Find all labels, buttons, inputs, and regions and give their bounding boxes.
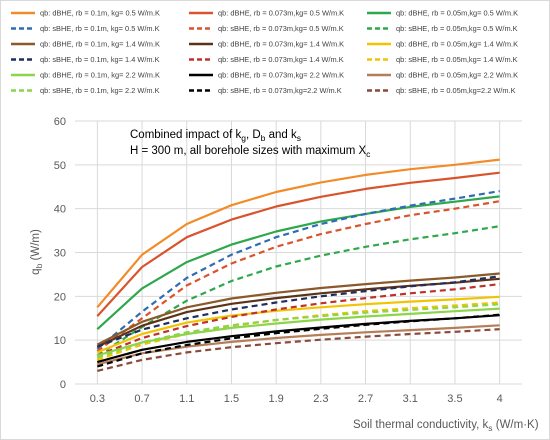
legend-entry: qb: dBHE, rb = 0.073m,kg= 2.2 W/m.K: [189, 71, 344, 80]
series-line-6: [96, 225, 500, 357]
y-tick-label: 0: [60, 379, 66, 391]
gridlines: [75, 120, 522, 385]
series-line-17: [96, 313, 500, 368]
legend-entry: qb: dBHE, rb = 0.1m, kg= 0.5 W/m.K: [11, 9, 160, 18]
legend-label: qb: sBHE, rb = 0.1m, kg= 1.4 W/m.K: [40, 55, 160, 64]
series-line-1: [96, 158, 500, 309]
legend-entry: qb: sBHE, rb = 0.1m, kg= 2.2 W/m.K: [11, 86, 160, 95]
legend-entry: qb: dBHE, rb = 0.1m, kg= 2.2 W/m.K: [11, 71, 160, 80]
series-line-7: [96, 272, 500, 346]
x-tick-label: 2.7: [358, 393, 373, 405]
legend-label: qb: dBHE, rb = 0.073m,kg= 0.5 W/m.K: [218, 9, 344, 18]
y-tick-label: 40: [54, 204, 66, 216]
series-line-2: [96, 171, 500, 317]
y-tick-label: 30: [54, 248, 66, 260]
legend-label: qb: sBHE, rb = 0.073m,kg= 1.4 W/m.K: [218, 55, 344, 64]
x-tick-label: 4: [497, 393, 503, 405]
y-tick-label: 20: [54, 291, 66, 303]
series-group: [96, 158, 500, 372]
legend-entry: qb: dBHE, rb = 0.073m,kg= 0.5 W/m.K: [189, 9, 344, 18]
series-line-3: [96, 195, 500, 331]
y-axis-title: qb (W/m): [30, 229, 44, 275]
chart-annotation: Combined impact of kg, Db and ks H = 300…: [130, 129, 371, 159]
series-line-5: [96, 200, 500, 352]
legend-entry: qb: sBHE, rb = 0.073m,kg= 1.4 W/m.K: [189, 55, 344, 64]
series-line-16: [96, 303, 500, 359]
y-tick-label: 60: [54, 116, 66, 128]
legend-entry: qb: sBHE, rb = 0.1m, kg= 1.4 W/m.K: [11, 55, 160, 64]
legend-entry: qb: dBHE, rb = 0.1m, kg= 1.4 W/m.K: [11, 40, 160, 49]
legend-entry: qb: dBHE, rb = 0.05m,kg= 2.2 W/m.K: [367, 71, 518, 80]
x-axis-title: Soil thermal conductivity, ks (W/m·K): [353, 419, 539, 433]
legend-label: qb: dBHE, rb = 0.1m, kg= 0.5 W/m.K: [40, 9, 160, 18]
legend-label: qb: dBHE, rb = 0.1m, kg= 2.2 W/m.K: [40, 71, 160, 80]
annotation-line-1: Combined impact of kg, Db and ks: [130, 129, 301, 143]
y-axis-ticks: 0 10 20 30 40 50 60: [54, 116, 66, 391]
legend-entry: qb: sBHE, rb = 0.05m,kg= 1.4 W/m.K: [367, 55, 518, 64]
legend-label: qb: sBHE, rb = 0.073m,kg= 0.5 W/m.K: [218, 24, 344, 33]
legend-label: qb: dBHE, rb = 0.05m,kg= 1.4 W/m.K: [396, 40, 518, 49]
legend-label: qb: dBHE, rb = 0.1m, kg= 1.4 W/m.K: [40, 40, 160, 49]
series-line-14: [97, 314, 500, 364]
legend-label: qb: sBHE, rb = 0.1m, kg= 2.2 W/m.K: [40, 86, 160, 95]
x-tick-label: 0.3: [90, 393, 105, 405]
series-line-10: [96, 275, 500, 348]
legend-label: qb: sBHE, rb = 0.05m,kg= 1.4 W/m.K: [396, 55, 518, 64]
legend-entry: qb: sBHE, rb = 0.1m, kg= 0.5 W/m.K: [11, 24, 160, 33]
legend-label: qb: sBHE, rb = 0.05m,kg=2.2 W/m.K: [396, 86, 516, 95]
legend-entry: qb: dBHE, rb = 0.05m,kg= 1.4 W/m.K: [367, 40, 518, 49]
x-tick-label: 3.1: [403, 393, 418, 405]
series-line-11: [96, 283, 500, 357]
legend-entry: qb: sBHE, rb = 0.05m,kg= 0.5 W/m.K: [367, 24, 518, 33]
x-tick-label: 0.7: [134, 393, 149, 405]
series-line-4: [96, 190, 500, 350]
series-line-18: [97, 328, 500, 372]
legend-entry: qb: dBHE, rb = 0.05m,kg= 0.5 W/m.K: [367, 9, 518, 18]
legend-label: qb: dBHE, rb = 0.073m,kg= 1.4 W/m.K: [218, 40, 344, 49]
legend: qb: dBHE, rb = 0.1m, kg= 0.5 W/m.K qb: dB…: [11, 9, 518, 95]
legend-entry: qb: sBHE, rb = 0.073m,kg= 0.5 W/m.K: [189, 24, 344, 33]
x-tick-label: 3.5: [447, 393, 462, 405]
legend-label: qb: dBHE, rb = 0.05m,kg= 2.2 W/m.K: [396, 71, 518, 80]
y-tick-label: 10: [54, 335, 66, 347]
legend-entry: qb: sBHE, rb = 0.073m,kg=2.2 W/m.K: [189, 86, 342, 95]
legend-label: qb: sBHE, rb = 0.073m,kg=2.2 W/m.K: [218, 86, 342, 95]
legend-label: qb: dBHE, rb = 0.05m,kg= 0.5 W/m.K: [396, 9, 518, 18]
x-tick-label: 1.1: [179, 393, 194, 405]
legend-entry: qb: sBHE, rb = 0.05m,kg=2.2 W/m.K: [367, 86, 516, 95]
legend-label: qb: dBHE, rb = 0.073m,kg= 2.2 W/m.K: [218, 71, 344, 80]
x-axis-ticks: 0.3 0.7 1.1 1.5 1.9 2.3 2.7 3.1 3.5 4: [90, 393, 503, 405]
x-tick-label: 2.3: [313, 393, 328, 405]
x-tick-label: 1.9: [269, 393, 284, 405]
y-tick-label: 50: [54, 160, 66, 172]
legend-entry: qb: dBHE, rb = 0.073m,kg= 1.4 W/m.K: [189, 40, 344, 49]
series-line-9: [96, 295, 500, 354]
series-line-15: [97, 324, 500, 366]
legend-label: qb: sBHE, rb = 0.1m, kg= 0.5 W/m.K: [40, 24, 160, 33]
annotation-line-2: H = 300 m, all borehole sizes with maxim…: [130, 145, 371, 159]
x-tick-label: 1.5: [224, 393, 239, 405]
legend-label: qb: sBHE, rb = 0.05m,kg= 0.5 W/m.K: [396, 24, 518, 33]
